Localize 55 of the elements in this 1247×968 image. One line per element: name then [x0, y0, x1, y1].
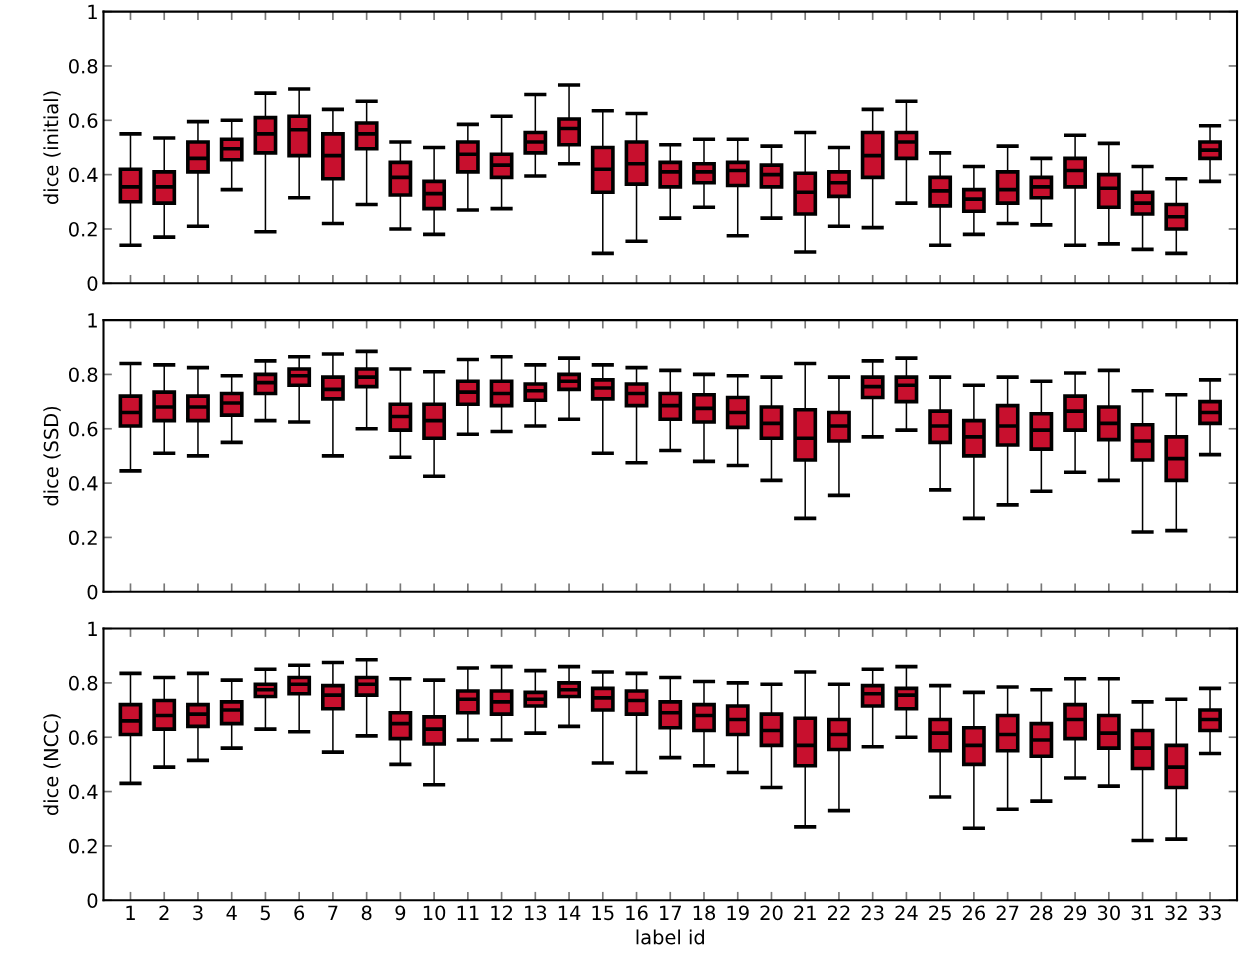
x-tick-label: 9	[395, 905, 406, 921]
y-tick-label: 0	[87, 584, 98, 600]
y-tick-label: 0	[87, 276, 98, 291]
y-tick-label: 0.6	[69, 421, 98, 437]
y-tick-label: 0.8	[69, 58, 98, 74]
y-tick-label: 0.8	[69, 675, 98, 691]
x-tick-label: 13	[525, 905, 547, 921]
x-tick-label: 12	[491, 905, 513, 920]
y-axis-title: dice (NCC)	[43, 714, 61, 816]
x-tick-label: 19	[727, 905, 749, 921]
x-tick-label: 4	[226, 905, 237, 920]
x-tick-label: 21	[794, 905, 816, 920]
x-tick-label: 2	[159, 905, 169, 920]
y-tick-label: 0.2	[69, 838, 97, 854]
x-tick-label: 22	[827, 905, 850, 920]
x-tick-label: 32	[1165, 905, 1187, 921]
y-tick-label: 1	[88, 4, 97, 19]
x-tick-label: 27	[996, 905, 1019, 920]
x-tick-label: 25	[929, 905, 951, 921]
x-tick-label: 26	[962, 905, 986, 921]
x-tick-label: 3	[193, 905, 203, 921]
y-tick-label: 0.6	[69, 730, 98, 745]
x-tick-label: 17	[660, 905, 681, 920]
x-tick-label: 28	[1030, 905, 1053, 921]
y-tick-label: 0.4	[69, 784, 98, 800]
x-tick-label: 30	[1097, 905, 1120, 921]
x-tick-label: 31	[1131, 905, 1154, 921]
x-axis-title: label id	[636, 929, 704, 945]
y-tick-label: 0.4	[69, 476, 98, 491]
y-tick-label: 0.2	[69, 221, 97, 237]
x-tick-label: 24	[895, 905, 918, 920]
x-tick-label: 1	[126, 905, 135, 920]
y-tick-label: 0	[87, 893, 98, 908]
y-tick-label: 0.6	[69, 113, 98, 128]
x-tick-label: 29	[1064, 905, 1087, 921]
x-tick-label: 6	[294, 905, 305, 921]
x-tick-label: 33	[1199, 905, 1221, 921]
y-tick-label: 1	[88, 621, 97, 636]
y-axis-title: dice (initial)	[43, 91, 61, 204]
y-tick-label: 0.8	[69, 367, 98, 383]
x-tick-label: 11	[457, 905, 479, 920]
x-tick-label: 16	[626, 905, 648, 921]
x-tick-label: 5	[260, 905, 270, 921]
y-tick-label: 0.2	[69, 530, 97, 546]
x-tick-label: 7	[328, 905, 338, 920]
x-tick-label: 8	[361, 905, 372, 921]
x-tick-label: 10	[423, 905, 446, 921]
x-tick-label: 20	[760, 905, 783, 921]
y-tick-label: 0.4	[69, 167, 98, 183]
y-axis-title: dice (SSD)	[43, 406, 61, 506]
x-tick-label: 15	[592, 905, 614, 921]
x-tick-label: 14	[558, 905, 581, 920]
x-tick-label: 23	[861, 905, 884, 921]
y-tick-label: 1	[88, 313, 97, 328]
x-tick-label: 18	[693, 905, 716, 921]
